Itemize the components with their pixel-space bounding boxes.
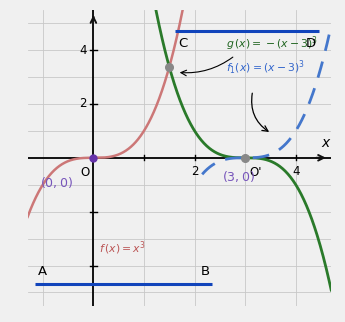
Text: 4: 4 — [292, 165, 299, 178]
Text: O: O — [80, 166, 89, 179]
Text: O': O' — [249, 166, 262, 179]
Text: $f\,(x)=x^3$: $f\,(x)=x^3$ — [99, 239, 147, 257]
Text: $x$: $x$ — [321, 136, 332, 150]
Text: $f_1(x)=(x-3)^3$: $f_1(x)=(x-3)^3$ — [226, 59, 305, 77]
Text: A: A — [38, 265, 47, 278]
Text: D: D — [306, 37, 316, 50]
Text: $g\,(x)=-(x-3)^3$: $g\,(x)=-(x-3)^3$ — [226, 34, 318, 53]
Text: C: C — [178, 37, 187, 50]
Text: 2: 2 — [79, 98, 87, 110]
Text: $(3, 0)$: $(3, 0)$ — [223, 169, 255, 184]
Text: 4: 4 — [79, 43, 87, 57]
Text: B: B — [201, 265, 210, 278]
Text: 2: 2 — [191, 165, 198, 178]
Text: $(0, 0)$: $(0, 0)$ — [40, 175, 73, 190]
